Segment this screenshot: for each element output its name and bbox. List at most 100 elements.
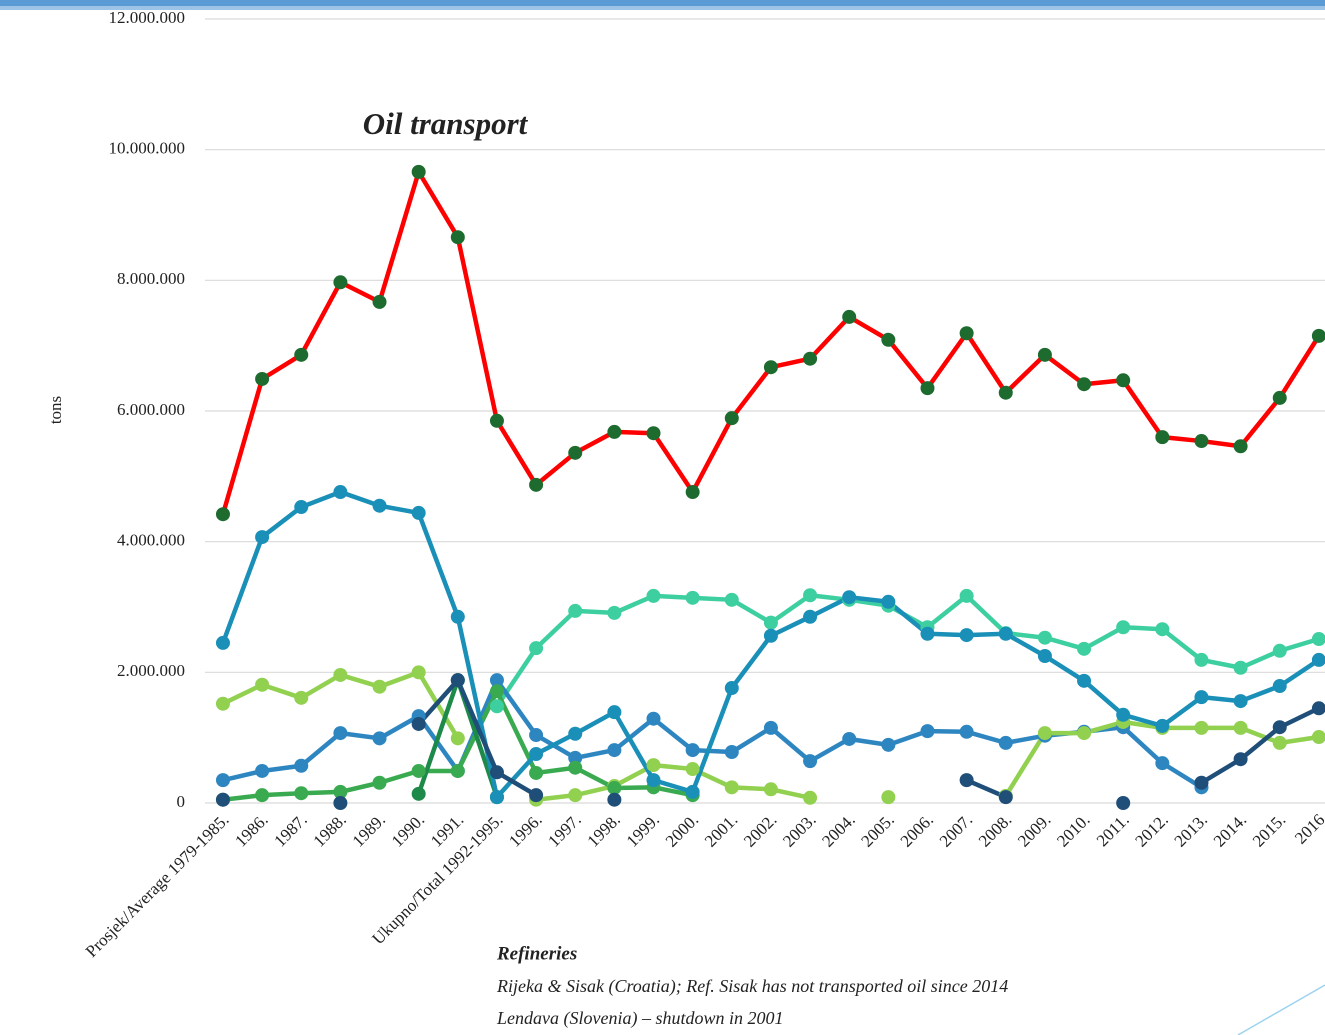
data-point bbox=[998, 735, 1013, 750]
series-line bbox=[220, 489, 1321, 800]
data-point bbox=[724, 681, 739, 696]
data-point bbox=[1037, 347, 1052, 362]
data-point bbox=[881, 594, 896, 609]
data-point bbox=[1155, 622, 1170, 637]
data-point bbox=[724, 411, 739, 426]
x-tick-label: 1987. bbox=[270, 810, 310, 850]
data-point bbox=[959, 724, 974, 739]
data-point bbox=[529, 765, 544, 780]
x-tick-label: 1986. bbox=[231, 810, 271, 850]
x-tick-label: 2016 bbox=[1291, 810, 1325, 847]
data-point bbox=[529, 477, 544, 492]
data-point bbox=[294, 786, 309, 801]
data-point bbox=[763, 628, 778, 643]
data-point bbox=[489, 765, 504, 780]
x-tick-label: 1999. bbox=[623, 810, 663, 850]
data-point bbox=[215, 773, 230, 788]
x-tick-label: 2001. bbox=[701, 810, 741, 850]
data-point bbox=[215, 696, 230, 711]
data-point bbox=[294, 690, 309, 705]
data-point bbox=[607, 605, 622, 620]
data-point bbox=[255, 788, 270, 803]
data-point bbox=[1077, 673, 1092, 688]
data-point bbox=[803, 351, 818, 366]
x-tick-label: 2015. bbox=[1249, 810, 1289, 850]
x-tick-label: Prosjek/Average 1979-1985. bbox=[82, 810, 233, 961]
data-point bbox=[1194, 434, 1209, 449]
x-tick-label: 1988. bbox=[309, 810, 349, 850]
data-point bbox=[959, 773, 974, 788]
note-heading: Refineries bbox=[496, 943, 577, 964]
data-point bbox=[333, 784, 348, 799]
data-point bbox=[842, 309, 857, 324]
data-point bbox=[607, 424, 622, 439]
y-tick-label: 6.000.000 bbox=[117, 400, 185, 419]
data-point bbox=[1116, 796, 1131, 810]
data-point bbox=[1077, 726, 1092, 741]
data-point bbox=[255, 530, 270, 545]
y-tick-label: 4.000.000 bbox=[117, 531, 185, 550]
data-point bbox=[372, 498, 387, 513]
data-point bbox=[333, 485, 348, 500]
data-point bbox=[803, 790, 818, 805]
data-point bbox=[685, 590, 700, 605]
data-point bbox=[411, 164, 426, 179]
data-point bbox=[724, 592, 739, 607]
data-point bbox=[763, 615, 778, 630]
data-point bbox=[920, 626, 935, 641]
data-point bbox=[607, 705, 622, 720]
data-point bbox=[568, 445, 583, 460]
data-point bbox=[1311, 328, 1325, 343]
data-point bbox=[607, 743, 622, 758]
data-point bbox=[411, 786, 426, 801]
data-point bbox=[1037, 726, 1052, 741]
data-point bbox=[529, 641, 544, 656]
x-tick-label: 2002. bbox=[740, 810, 780, 850]
data-point bbox=[1155, 756, 1170, 771]
data-point bbox=[998, 385, 1013, 400]
data-point bbox=[333, 796, 348, 810]
data-point bbox=[1116, 620, 1131, 635]
data-point bbox=[450, 731, 465, 746]
y-tick-label: 2.000.000 bbox=[117, 661, 185, 680]
data-point bbox=[372, 731, 387, 746]
top-band-light bbox=[0, 6, 1325, 10]
x-tick-label: 1998. bbox=[583, 810, 623, 850]
data-point bbox=[685, 784, 700, 799]
data-point bbox=[489, 673, 504, 688]
data-point bbox=[1233, 439, 1248, 454]
note: Rijeka & Sisak (Croatia); Ref. Sisak has… bbox=[496, 976, 1008, 997]
data-point bbox=[881, 332, 896, 347]
y-axis-label: tons bbox=[46, 396, 65, 424]
data-point bbox=[450, 673, 465, 688]
x-tick-label: 2010. bbox=[1053, 810, 1093, 850]
x-tick-label: 2009. bbox=[1014, 810, 1054, 850]
data-point bbox=[1037, 649, 1052, 663]
data-point bbox=[489, 413, 504, 428]
y-tick-label: 8.000.000 bbox=[117, 269, 185, 288]
data-point bbox=[372, 679, 387, 694]
data-point bbox=[1272, 679, 1287, 694]
data-point bbox=[1233, 694, 1248, 709]
data-point bbox=[724, 780, 739, 795]
note: Lendava (Slovenia) – shutdown in 2001 bbox=[496, 1008, 783, 1029]
data-point bbox=[1155, 718, 1170, 733]
data-point bbox=[1233, 660, 1248, 675]
data-point bbox=[294, 347, 309, 362]
data-point bbox=[1272, 720, 1287, 735]
data-point bbox=[529, 788, 544, 803]
data-point bbox=[1194, 690, 1209, 705]
data-point bbox=[450, 763, 465, 778]
data-point bbox=[1311, 652, 1325, 667]
data-point bbox=[372, 294, 387, 309]
data-point bbox=[646, 773, 661, 788]
data-point bbox=[998, 790, 1013, 805]
data-point bbox=[646, 758, 661, 773]
data-point bbox=[1311, 701, 1325, 716]
data-point bbox=[215, 507, 230, 522]
data-point bbox=[1194, 775, 1209, 790]
data-point bbox=[646, 426, 661, 441]
data-point bbox=[842, 731, 857, 746]
data-point bbox=[1155, 430, 1170, 445]
